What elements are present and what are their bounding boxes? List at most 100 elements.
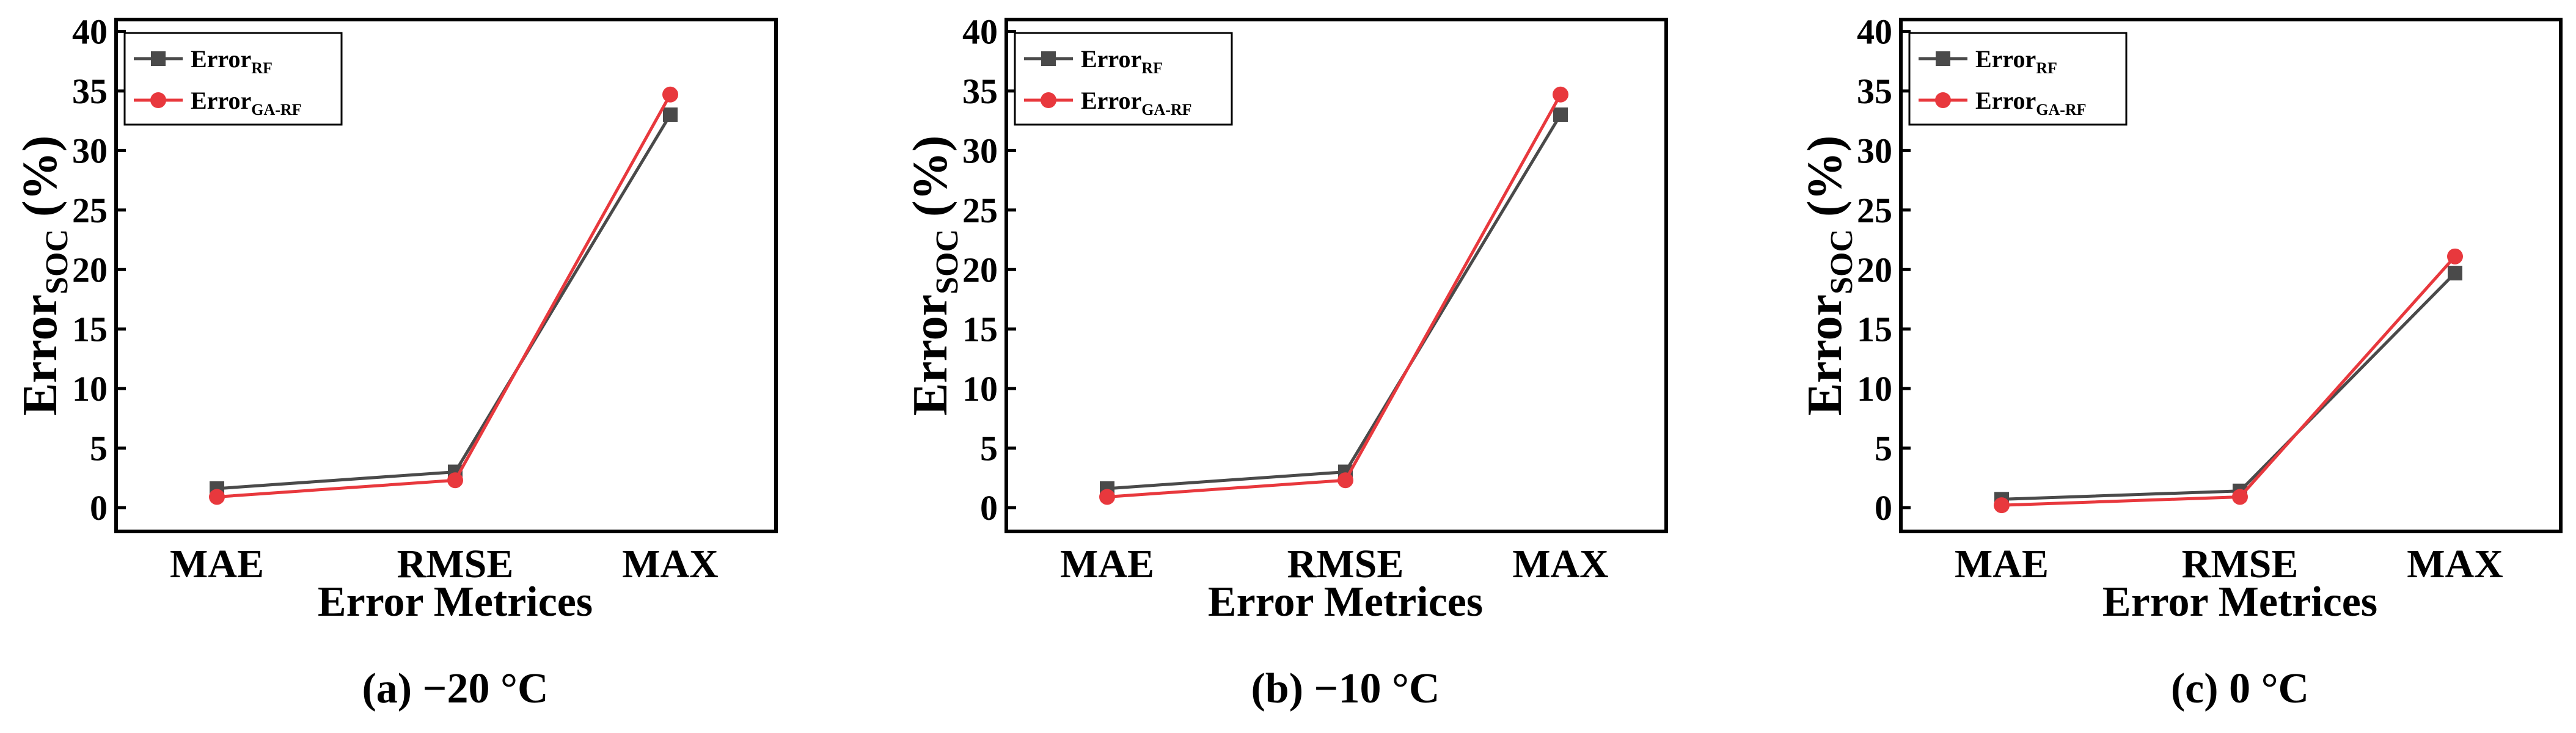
data-point-ga-rf [1099, 489, 1115, 505]
x-axis-label: Error Metrices [2102, 578, 2377, 625]
y-tick-label: 40 [1857, 12, 1892, 51]
data-point-rf [663, 107, 678, 122]
legend-box [1014, 32, 1233, 126]
data-point-ga-rf [1994, 497, 2010, 514]
panel-caption: (c) 0 °C [2171, 665, 2309, 712]
legend-marker [1041, 51, 1056, 66]
y-axis-label-sub: SOC [1824, 229, 1859, 294]
y-axis-label-suffix: (%) [13, 136, 67, 229]
data-point-ga-rf [662, 86, 678, 103]
y-tick-label: 10 [962, 369, 998, 409]
data-point-ga-rf [1337, 472, 1353, 489]
y-tick-label: 20 [1857, 250, 1892, 290]
y-tick-label: 10 [1857, 369, 1892, 409]
legend-label-main: Error [1975, 87, 2036, 114]
y-tick-label: 40 [72, 12, 108, 51]
data-point-ga-rf [209, 489, 225, 505]
y-axis-label-suffix: (%) [1798, 136, 1852, 229]
y-tick-label: 30 [72, 131, 108, 170]
data-point-ga-rf [2447, 248, 2463, 264]
y-tick-label: 5 [1875, 429, 1892, 469]
legend-label-sub: GA-RF [251, 101, 301, 119]
y-tick-label: 35 [1857, 71, 1892, 111]
x-tick-label: MAX [1512, 542, 1609, 586]
legend-label-sub: GA-RF [2036, 101, 2086, 119]
y-tick-label: 0 [980, 488, 998, 528]
x-tick-label: RMSE [397, 542, 514, 586]
data-point-ga-rf [1553, 86, 1568, 103]
x-axis-label: Error Metrices [318, 578, 593, 625]
legend-label: ErrorRF [1975, 45, 2057, 77]
x-tick-label: MAX [2407, 542, 2503, 586]
y-axis-label: ErrorSOC (%) [1798, 136, 1859, 416]
legend-label-sub: RF [1141, 59, 1163, 77]
y-tick-label: 5 [980, 429, 998, 469]
series-line-rf [2001, 272, 2456, 501]
legend-label-main: Error [191, 45, 251, 73]
y-tick-label: 35 [72, 71, 108, 111]
legend-marker [1041, 92, 1056, 108]
legend-label: ErrorRF [1081, 45, 1163, 77]
legend-marker [151, 51, 166, 66]
y-tick-label: 15 [1857, 310, 1892, 349]
y-tick-label: 20 [962, 250, 998, 290]
legend-label: ErrorGA-RF [191, 87, 302, 119]
y-axis-label-main: Error [904, 294, 957, 415]
y-axis-label-sub: SOC [930, 229, 965, 294]
plot-frame [114, 18, 778, 533]
series-line-ga-rf [216, 93, 672, 498]
y-axis-label-main: Error [13, 294, 67, 415]
x-tick-label: MAE [1955, 542, 2049, 586]
series-line-ga-rf [2001, 255, 2456, 507]
y-tick-label: 30 [1857, 131, 1892, 170]
legend-label-main: Error [1081, 87, 1141, 114]
legend-label-sub: RF [251, 59, 273, 77]
chart-panel-2: 0 5 10 15 20 25 30 35 40 MAE RMSE MAX Error Metrices… [904, 12, 1668, 712]
y-tick-label: 15 [962, 310, 998, 349]
y-axis-label: ErrorSOC (%) [13, 136, 75, 416]
legend-box [123, 32, 343, 126]
plot-frame [1004, 18, 1668, 533]
data-point-rf [2448, 266, 2462, 281]
y-tick-label: 40 [962, 12, 998, 51]
x-tick-label: RMSE [1287, 542, 1404, 586]
legend-marker [1936, 51, 1950, 66]
data-point-rf [1553, 107, 1568, 122]
x-tick-label: RMSE [2182, 542, 2299, 586]
y-axis-label-sub: SOC [40, 229, 75, 294]
y-tick-label: 35 [962, 71, 998, 111]
legend-label: ErrorGA-RF [1975, 87, 2087, 119]
data-point-ga-rf [2232, 489, 2248, 505]
y-tick-label: 25 [1857, 191, 1892, 230]
legend-label-sub: GA-RF [1141, 101, 1191, 119]
legend-marker [1935, 92, 1951, 108]
data-point-ga-rf [447, 472, 463, 489]
legend-label-main: Error [191, 87, 251, 114]
series-line-ga-rf [1107, 93, 1562, 498]
y-axis-label: ErrorSOC (%) [904, 136, 965, 416]
y-tick-label: 0 [1875, 488, 1892, 528]
x-tick-label: MAX [622, 542, 719, 586]
chart-panel-1: 0 5 10 15 20 25 30 35 40 MAE RMSE MAX Error Metrices… [13, 12, 778, 712]
y-tick-label: 30 [962, 131, 998, 170]
x-axis-label: Error Metrices [1208, 578, 1483, 625]
legend-marker [150, 92, 166, 108]
panel-caption: (a) −20 °C [362, 665, 548, 712]
y-tick-label: 20 [72, 250, 108, 290]
legend-label-main: Error [1975, 45, 2036, 73]
x-tick-label: MAE [170, 542, 264, 586]
legend-label: ErrorRF [191, 45, 273, 77]
y-tick-label: 25 [962, 191, 998, 230]
y-axis-label-suffix: (%) [904, 136, 957, 229]
chart-panel-3: 0 5 10 15 20 25 30 35 40 MAE RMSE MAX Error Metrices… [1798, 12, 2563, 712]
series-line-rf [1107, 114, 1562, 490]
legend-label-sub: RF [2036, 59, 2057, 77]
legend-label-main: Error [1081, 45, 1141, 73]
legend-label: ErrorGA-RF [1081, 87, 1192, 119]
y-tick-label: 5 [90, 429, 108, 469]
y-tick-label: 15 [72, 310, 108, 349]
